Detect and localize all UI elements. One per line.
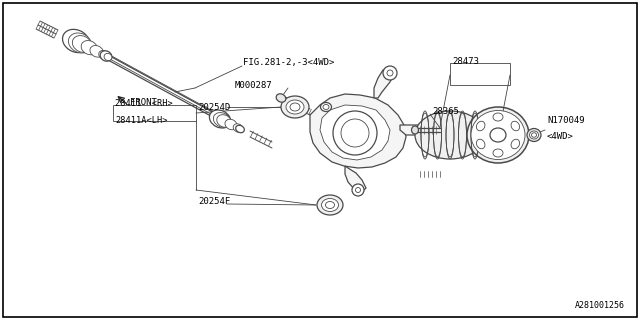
Text: 20254D: 20254D: [198, 102, 230, 111]
Text: A281001256: A281001256: [575, 301, 625, 310]
Text: 28411  <RH>: 28411 <RH>: [115, 99, 173, 108]
Ellipse shape: [100, 51, 112, 61]
Circle shape: [352, 184, 364, 196]
Circle shape: [341, 119, 369, 147]
Ellipse shape: [236, 125, 244, 133]
Ellipse shape: [493, 149, 503, 157]
Ellipse shape: [317, 195, 343, 215]
Text: 28365: 28365: [432, 108, 459, 116]
Polygon shape: [320, 105, 390, 160]
Ellipse shape: [321, 198, 339, 212]
Ellipse shape: [326, 202, 335, 209]
Ellipse shape: [90, 45, 104, 57]
Ellipse shape: [490, 128, 506, 142]
Ellipse shape: [527, 129, 541, 141]
Ellipse shape: [321, 102, 332, 111]
Ellipse shape: [531, 133, 536, 137]
Polygon shape: [400, 120, 430, 135]
Ellipse shape: [412, 126, 419, 134]
Circle shape: [387, 70, 393, 76]
Ellipse shape: [290, 103, 300, 111]
Text: FIG.281-2,-3<4WD>: FIG.281-2,-3<4WD>: [243, 59, 334, 68]
Polygon shape: [345, 166, 366, 192]
Text: FRONT: FRONT: [130, 98, 157, 107]
Text: 20254F: 20254F: [198, 197, 230, 206]
Ellipse shape: [286, 100, 304, 114]
Text: 28411A<LH>: 28411A<LH>: [115, 116, 168, 125]
Circle shape: [333, 111, 377, 155]
Text: 28473: 28473: [452, 58, 479, 67]
Ellipse shape: [276, 94, 286, 102]
Ellipse shape: [68, 33, 92, 53]
Polygon shape: [374, 68, 395, 98]
Text: <4WD>: <4WD>: [547, 132, 574, 141]
Circle shape: [383, 66, 397, 80]
Ellipse shape: [415, 111, 485, 159]
Ellipse shape: [467, 107, 529, 163]
Ellipse shape: [529, 131, 538, 139]
Ellipse shape: [476, 121, 485, 131]
Ellipse shape: [476, 139, 485, 149]
Ellipse shape: [323, 105, 329, 109]
Text: M000287: M000287: [235, 81, 273, 90]
Circle shape: [355, 188, 360, 193]
Ellipse shape: [213, 113, 230, 127]
Ellipse shape: [511, 121, 520, 131]
Ellipse shape: [104, 53, 112, 60]
Ellipse shape: [81, 41, 97, 55]
Ellipse shape: [209, 110, 230, 128]
Ellipse shape: [63, 29, 90, 52]
Bar: [113, 105, 196, 121]
Text: N170049: N170049: [547, 116, 584, 125]
Bar: [450, 63, 510, 85]
Polygon shape: [310, 94, 406, 168]
Ellipse shape: [225, 119, 237, 130]
Ellipse shape: [281, 96, 309, 118]
Ellipse shape: [99, 51, 109, 60]
Ellipse shape: [511, 139, 520, 149]
Ellipse shape: [72, 36, 92, 52]
Ellipse shape: [217, 115, 231, 127]
Ellipse shape: [471, 110, 525, 159]
Ellipse shape: [233, 124, 243, 132]
Ellipse shape: [493, 113, 503, 121]
